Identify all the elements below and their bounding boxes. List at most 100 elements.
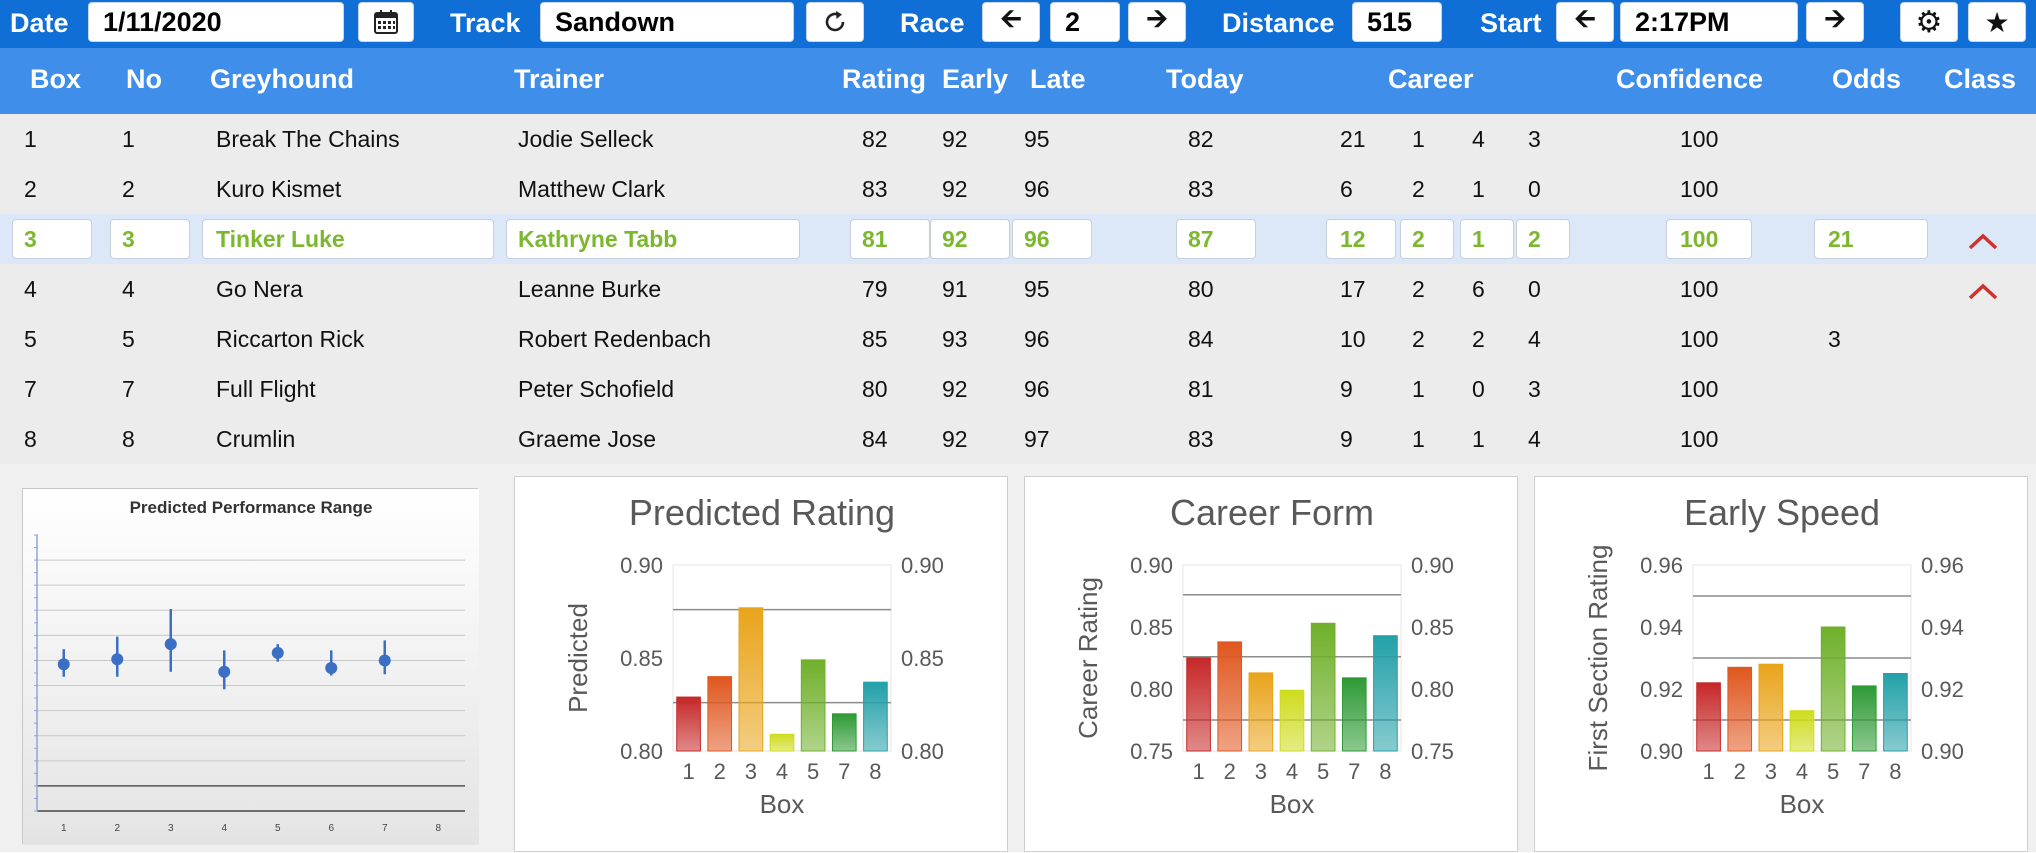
x-axis-label: Box	[760, 789, 805, 819]
col-box[interactable]: Box	[30, 64, 82, 94]
cell-confidence-field[interactable]	[1666, 219, 1752, 259]
range-point	[378, 654, 391, 667]
col-career[interactable]: Career	[1388, 64, 1474, 94]
table-row[interactable]: 4 4 Go Nera Leanne Burke 79 91 95 80 17 2 6 0 100	[0, 264, 2036, 314]
cell-late: 96	[1024, 176, 1050, 202]
cell-rating-field[interactable]	[850, 219, 930, 259]
calendar-button[interactable]	[358, 2, 414, 42]
class-up-icon	[1968, 233, 1998, 250]
cell-early: 92	[942, 426, 968, 452]
x-tick-label: 1	[1192, 759, 1204, 784]
range-point	[57, 658, 70, 671]
bar-box-8	[863, 681, 888, 752]
settings-button[interactable]: ⚙	[1900, 2, 1958, 42]
cell-early-field[interactable]	[930, 219, 1010, 259]
bar-box-5	[800, 659, 826, 752]
chart-title: Early Speed	[1684, 492, 1880, 533]
cell-greyhound: Kuro Kismet	[216, 176, 342, 202]
favorite-button[interactable]: ★	[1968, 2, 2026, 42]
toolbar: Date 1/11/2020 Track Sandown Race 🡨 2 🡪 …	[0, 0, 2036, 48]
cell-odds-field[interactable]	[1814, 219, 1928, 259]
cell-career-seconds-field[interactable]	[1460, 219, 1514, 259]
cell-today: 82	[1188, 126, 1214, 152]
cell-no-field[interactable]	[110, 219, 190, 259]
distance-input[interactable]: 515	[1352, 2, 1442, 42]
x-tick-label: 4	[221, 823, 227, 834]
table-row[interactable]: 3 3 Tinker Luke Kathryne Tabb 81 92 96 87 12 2 1 2 1…	[0, 214, 2036, 264]
cell-box-field[interactable]	[12, 219, 92, 259]
bar-box-7	[831, 713, 857, 752]
career-form-chart: Career Form 0.75 0.75 0.80 0.80 0.85 0.85 0.90 0…	[1024, 476, 1518, 852]
table-row[interactable]: 7 7 Full Flight Peter Schofield 80 92 96 81 9 1 0 3…	[0, 364, 2036, 414]
cell-career-starts-field[interactable]	[1326, 219, 1396, 259]
bar-box-2	[1217, 641, 1243, 752]
cell-late-field[interactable]	[1012, 219, 1092, 259]
race-prev-button[interactable]: 🡨	[982, 2, 1040, 42]
table-row[interactable]: 2 2 Kuro Kismet Matthew Clark 83 92 96 83 6 2 1 0 10…	[0, 164, 2036, 214]
race-next-button[interactable]: 🡪	[1128, 2, 1186, 42]
x-tick-label: 7	[838, 759, 850, 784]
x-tick-label: 5	[1827, 759, 1839, 784]
y2-tick-label: 0.80	[901, 739, 944, 764]
cell-trainer-field[interactable]	[506, 219, 800, 259]
race-label: Race	[900, 8, 965, 38]
col-greyhound[interactable]: Greyhound	[210, 64, 355, 94]
start-input[interactable]: 2:17PM	[1620, 2, 1798, 42]
cell-odds: 21	[1828, 226, 1854, 252]
cell-box: 2	[24, 176, 37, 202]
refresh-button[interactable]	[806, 2, 864, 42]
y-axis-label: Career Rating	[1073, 577, 1103, 739]
refresh-icon	[825, 11, 845, 32]
x-tick-label: 3	[168, 823, 174, 834]
y2-tick-label: 0.90	[1411, 553, 1454, 578]
date-input[interactable]: 1/11/2020	[88, 2, 344, 42]
x-tick-label: 8	[869, 759, 881, 784]
cell-box: 8	[24, 426, 37, 452]
table-row[interactable]: 1 1 Break The Chains Jodie Selleck 82 92 95 82 2…	[0, 114, 2036, 164]
start-prev-button[interactable]: 🡨	[1556, 2, 1614, 42]
col-late[interactable]: Late	[1030, 64, 1086, 94]
cell-trainer: Peter Schofield	[518, 376, 674, 402]
arrow-right-icon: 🡪	[1824, 3, 1846, 33]
x-tick-label: 4	[1286, 759, 1298, 784]
bar-box-2	[1727, 666, 1753, 752]
y2-tick-label: 0.75	[1411, 739, 1454, 764]
table-row[interactable]: 8 8 Crumlin Graeme Jose 84 92 97 83 9 1 1 4 100	[0, 414, 2036, 464]
bar-box-5	[1820, 626, 1846, 752]
table-row[interactable]: 5 5 Riccarton Rick Robert Redenbach 85 93 96 84…	[0, 314, 2036, 364]
cell-no: 8	[122, 426, 135, 452]
cell-today-field[interactable]	[1176, 219, 1256, 259]
cell-career-firsts-field[interactable]	[1400, 219, 1454, 259]
col-no[interactable]: No	[126, 64, 162, 94]
cell-late: 97	[1024, 426, 1050, 452]
cell-career-thirds-field[interactable]	[1516, 219, 1570, 259]
cell-greyhound-field[interactable]	[202, 219, 494, 259]
cell-career-thirds: 3	[1528, 376, 1541, 402]
x-axis-label: Box	[1270, 789, 1315, 819]
cell-career-thirds: 3	[1528, 126, 1541, 152]
col-trainer[interactable]: Trainer	[514, 64, 605, 94]
cell-no: 4	[122, 276, 135, 302]
col-class[interactable]: Class	[1944, 64, 2017, 94]
y-tick-label: 0.94	[1640, 615, 1683, 640]
y-tick-label: 0.80	[620, 739, 663, 764]
bar-box-2	[707, 676, 733, 752]
range-point	[111, 653, 124, 666]
track-input[interactable]: Sandown	[540, 2, 794, 42]
col-early[interactable]: Early	[942, 64, 1009, 94]
race-input[interactable]: 2	[1050, 2, 1120, 42]
bar-box-3	[738, 607, 764, 752]
predicted-rating-chart: Predicted Rating 0.80 0.80 0.85 0.85 0.90 0.90…	[514, 476, 1008, 852]
cell-box: 7	[24, 376, 37, 402]
cell-box: 4	[24, 276, 37, 302]
bar-box-4	[769, 733, 795, 752]
cell-career-starts: 10	[1340, 326, 1366, 352]
col-rating[interactable]: Rating	[842, 64, 926, 94]
col-today[interactable]: Today	[1166, 64, 1244, 94]
start-next-button[interactable]: 🡪	[1806, 2, 1864, 42]
bar-box-1	[676, 696, 701, 752]
col-confidence[interactable]: Confidence	[1616, 64, 1764, 94]
col-odds[interactable]: Odds	[1832, 64, 1902, 94]
cell-career-firsts: 1	[1412, 376, 1425, 402]
bar-box-4	[1789, 710, 1815, 752]
